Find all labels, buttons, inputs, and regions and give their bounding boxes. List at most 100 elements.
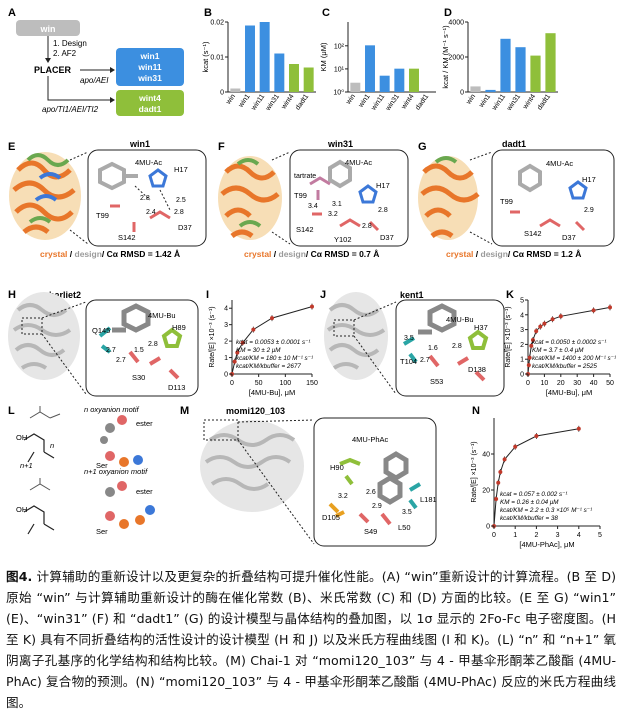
bar-win31 — [515, 47, 526, 92]
data-point — [534, 434, 539, 438]
legend-e-slash: / — [67, 249, 74, 259]
data-point — [232, 359, 237, 364]
data-point — [534, 329, 539, 334]
j-lbl-d138: D138 — [468, 365, 486, 374]
group1-box — [116, 48, 184, 86]
fit-annotation: kcat/KM = 2.2 ± 0.3 ×10⁵ M⁻¹ s⁻¹ — [500, 507, 592, 514]
legend-f-slash: / — [271, 249, 278, 259]
x-tick-label: win — [225, 93, 237, 107]
data-point — [251, 327, 256, 332]
x-tick-label: wint4 — [400, 93, 416, 111]
bar-dadt1 — [303, 67, 314, 92]
x-axis-label: [4MU-PhAc], μM — [519, 540, 574, 549]
y-tick-label: 2 — [520, 342, 524, 349]
panel-letter-l: L — [8, 405, 15, 417]
panel-letter-j: J — [320, 289, 326, 301]
bar-win1 — [245, 25, 255, 92]
group1-win1: win1 — [140, 51, 160, 61]
y-axis-label: Rate/[E] ×10⁻³ (s⁻¹) — [505, 306, 512, 367]
bar-win11 — [259, 22, 270, 92]
x-tick-label: win11 — [250, 93, 267, 112]
data-point — [527, 355, 532, 360]
panel-letter-c: C — [322, 7, 330, 19]
placer-label: PLACER — [34, 65, 72, 75]
data-point — [498, 470, 503, 474]
j-lbl-t104: T104 — [400, 357, 417, 366]
panel-j: J kent1 4MU-Bu H37 T104 S53 D138 3.5 1.6… — [320, 289, 505, 397]
y-tick-label: 10² — [334, 43, 345, 50]
data-point — [576, 426, 581, 431]
data-point — [538, 324, 543, 329]
h-lbl-d113: D113 — [168, 383, 185, 392]
x-tick-label: 1 — [513, 532, 517, 539]
x-tick-label: win1 — [478, 93, 493, 110]
legend-f: crystal / design/ Cα RMSD = 0.7 Å — [244, 249, 379, 259]
data-point — [550, 317, 555, 322]
panel-f: F win31 4MU-Ac tartrate H17 T99 3.4 3.1 … — [218, 139, 409, 259]
fit-annotation: kcat/KM/kbuffer = 2525 — [532, 363, 597, 370]
x-tick-label: 40 — [590, 380, 598, 387]
bar-win1 — [365, 45, 375, 92]
legend-f-rmsd: / Cα RMSD = 0.7 Å — [306, 249, 379, 259]
m-dist-2: 2.6 — [366, 489, 376, 496]
panel-e: E win1 4MU-Ac H17 T99 S142 D37 2.8 2.5 2… — [8, 139, 207, 259]
group2-box — [116, 90, 184, 116]
panel-letter-h: H — [8, 289, 16, 301]
y-tick-label: 4 — [520, 312, 524, 319]
m-lbl-substrate: 4MU-PhAc — [352, 435, 389, 444]
x-tick-label: 5 — [598, 532, 602, 539]
f-dist-3: 3.2 — [328, 211, 338, 218]
data-point — [529, 343, 534, 348]
bar-wint4 — [530, 55, 541, 92]
y-tick-label: 0.02 — [210, 20, 224, 27]
f-lbl-h17: H17 — [376, 181, 390, 190]
y-tick-label: 20 — [482, 488, 490, 495]
legend-e: crystal / design/ Cα RMSD = 1.42 Å — [40, 249, 180, 259]
e-lbl-s142: S142 — [118, 233, 136, 242]
f-lbl-d37: D37 — [380, 233, 394, 242]
data-point — [513, 444, 518, 449]
win-box — [16, 20, 80, 36]
y-tick-label: 0.01 — [210, 55, 224, 62]
j-dist-1: 3.5 — [404, 335, 414, 342]
l-ser-2: Ser — [96, 527, 108, 536]
legend-g-design: design — [481, 249, 508, 259]
e-dist-4: 2.8 — [174, 209, 184, 216]
h-lbl-q145: Q145 — [92, 326, 110, 335]
legend-e-design: design — [75, 249, 102, 259]
bar-wint4 — [409, 68, 419, 92]
panel-letter-n: N — [472, 405, 480, 417]
panel-letter-e: E — [8, 141, 15, 153]
fit-annotation: KM = 3.7 ± 0.4 μM — [532, 347, 584, 354]
data-point — [608, 305, 612, 310]
y-tick-label: 0 — [460, 90, 464, 97]
y-tick-label: 0 — [224, 372, 228, 379]
y-tick-label: 10⁰ — [333, 89, 344, 97]
f-lbl-s142: S142 — [296, 225, 314, 234]
x-axis-label: [4MU-Bu], μM — [249, 388, 295, 397]
x-tick-label: win — [465, 93, 477, 107]
chart-i: I 0 50 100 150 0 1 2 3 4 [4MU-Bu], μM Rate/[E] ×10⁻… — [206, 289, 318, 397]
l-ester-1: ester — [136, 419, 153, 428]
panel-l: L n oxyanion motif n+1 oxyanion motif OH… — [8, 405, 155, 536]
y-axis-label: KM (μM) — [319, 42, 328, 71]
data-point — [526, 363, 531, 368]
y-tick-label: 2000 — [448, 55, 464, 62]
e-lbl-substrate: 4MU-Ac — [135, 158, 162, 167]
y-axis-label: kcat (s⁻¹) — [201, 41, 210, 73]
data-point — [240, 340, 245, 345]
j-dist-4: 2.7 — [420, 357, 430, 364]
x-tick-label: win31 — [264, 93, 281, 113]
x-tick-label: 0 — [492, 532, 496, 539]
e-lbl-d37: D37 — [178, 223, 192, 232]
y-tick-label: 4000 — [448, 20, 464, 27]
panel-letter-k: K — [506, 289, 514, 301]
l-n-motif: n oxyanion motif — [84, 405, 140, 414]
x-tick-label: 0 — [526, 380, 530, 387]
x-tick-label: wint4 — [280, 93, 296, 111]
group1-win11: win11 — [137, 62, 161, 72]
y-tick-label: 3 — [224, 322, 228, 329]
l-n-label: n — [50, 441, 54, 450]
panel-a: A win 1. Design 2. AF2 PLACER apo/AEI ap… — [8, 7, 184, 116]
